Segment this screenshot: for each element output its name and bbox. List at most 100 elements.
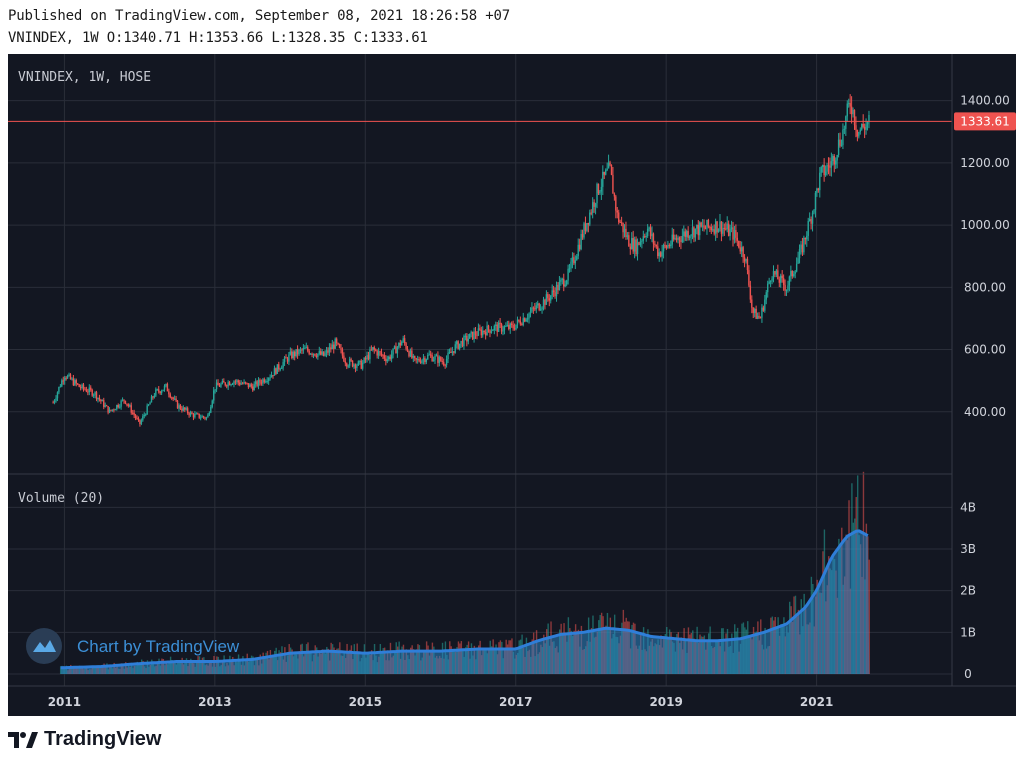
candle-body <box>171 397 173 399</box>
candle-body <box>52 402 54 404</box>
candle-body <box>140 420 143 424</box>
candle-body <box>143 414 145 417</box>
time-axis: 2011 2013 2015 2017 2019 2021 <box>48 695 834 709</box>
candle-body <box>333 344 335 349</box>
candle-body <box>440 357 442 361</box>
candle-body <box>719 221 721 229</box>
candle-body <box>583 223 585 238</box>
candle-body <box>723 227 726 229</box>
candle-body <box>820 167 822 173</box>
candle-body <box>228 382 231 386</box>
candle-body <box>798 249 801 259</box>
candle-body <box>231 384 234 386</box>
candle-body <box>158 389 160 392</box>
candle-body <box>406 348 409 352</box>
candle-body <box>830 161 833 168</box>
candle-body <box>337 343 339 345</box>
candle-body <box>230 384 232 386</box>
candle-body <box>395 346 397 354</box>
candle-body <box>675 238 678 240</box>
candle-body <box>104 405 106 407</box>
candle-body <box>460 340 462 344</box>
candle-body <box>597 183 600 194</box>
candle-body <box>279 368 281 370</box>
candle-body <box>797 258 799 264</box>
candle-body <box>558 281 561 291</box>
candle-body <box>296 349 299 355</box>
candle-body <box>367 355 370 360</box>
volume-title: Volume (20) <box>18 491 104 506</box>
candle-body <box>354 364 357 369</box>
candle-body <box>755 308 757 319</box>
candle-body <box>837 139 840 155</box>
volume-tick-label: 3B <box>960 542 976 556</box>
candle-body <box>217 382 219 386</box>
candle-body <box>456 341 458 345</box>
candle-body <box>92 394 95 396</box>
candle-body <box>256 381 258 386</box>
candle-body <box>105 405 108 407</box>
candle-body <box>191 412 193 415</box>
candle-body <box>550 295 552 301</box>
candle-body <box>82 384 85 389</box>
candle-body <box>788 276 791 286</box>
candle-body <box>528 313 530 319</box>
candle-body <box>490 331 493 333</box>
candle-body <box>652 233 655 244</box>
candle-body <box>752 307 754 313</box>
candle-body <box>186 408 189 414</box>
candle-body <box>767 283 769 293</box>
candle-body <box>145 414 147 416</box>
tradingview-logo-icon <box>8 731 38 748</box>
candle-body <box>359 360 361 362</box>
candle-body <box>315 355 318 357</box>
candle-body <box>730 227 733 230</box>
candle-body <box>605 170 607 175</box>
candle-body <box>221 380 224 384</box>
candle-body <box>473 331 475 340</box>
candle-body <box>845 116 847 129</box>
candle-body <box>375 349 377 351</box>
candle-body <box>576 256 578 261</box>
candle-body <box>500 324 503 332</box>
candle-body <box>781 275 783 279</box>
candle-body <box>262 379 264 384</box>
candle-body <box>289 351 292 355</box>
candle-body <box>253 384 255 391</box>
candle-body <box>680 240 682 242</box>
candle-body <box>416 358 419 360</box>
price-tick-label: 600.00 <box>964 343 1006 357</box>
footer-logo[interactable]: TradingView <box>8 728 161 751</box>
candle-body <box>120 400 122 407</box>
candle-body <box>192 414 195 418</box>
candle-body <box>212 390 215 401</box>
candle-body <box>431 355 433 362</box>
candle-body <box>526 318 529 320</box>
candle-body <box>68 374 70 376</box>
candle-body <box>729 229 731 236</box>
candle-body <box>644 236 646 238</box>
candle-body <box>204 417 206 419</box>
candle-body <box>278 364 280 370</box>
candle-body <box>602 171 604 187</box>
candle-body <box>205 417 208 419</box>
candle-body <box>522 318 524 325</box>
candle-body <box>580 234 582 250</box>
candle-body <box>865 124 867 130</box>
candle-body <box>593 202 595 207</box>
candle-body <box>846 103 848 117</box>
candle-body <box>156 389 158 391</box>
candle-body <box>607 162 610 169</box>
candle-body <box>471 331 474 340</box>
candle-body <box>322 351 325 356</box>
candle-body <box>121 399 124 401</box>
candle-body <box>778 279 780 283</box>
candle-body <box>208 412 211 415</box>
candle-body <box>118 406 121 408</box>
candle-body <box>677 237 679 240</box>
candle-body <box>126 403 128 405</box>
candle-body <box>169 394 171 398</box>
candle-body <box>366 355 368 360</box>
candle-body <box>618 212 620 223</box>
